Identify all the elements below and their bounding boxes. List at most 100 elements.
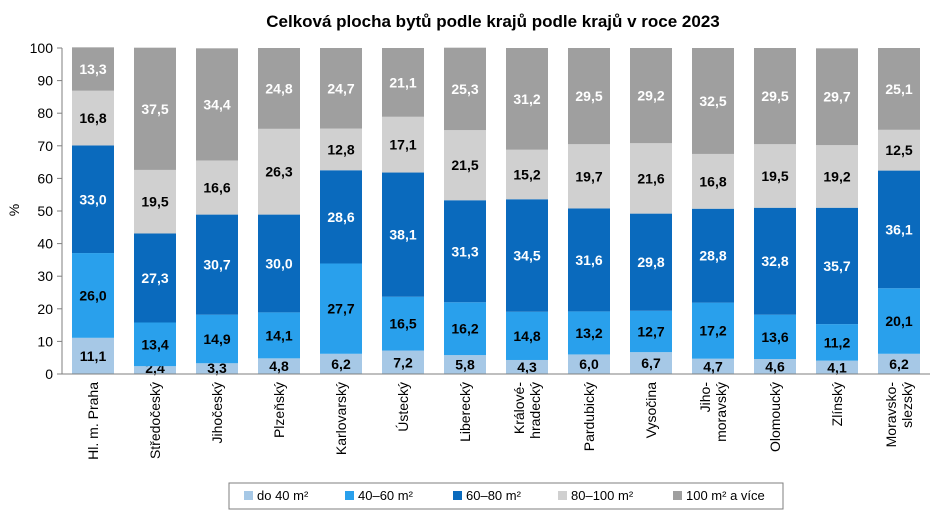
bar-segment: [754, 207, 796, 315]
bar-segment: [568, 48, 610, 145]
data-label: 26,0: [79, 287, 106, 303]
category-label: Moravsko-: [883, 382, 899, 448]
bar-segment: [72, 145, 114, 254]
bar-segment: [506, 199, 548, 312]
data-label: 26,3: [265, 164, 292, 180]
data-label: 34,5: [513, 247, 540, 263]
bar-segment: [754, 314, 796, 360]
data-label: 32,8: [761, 253, 788, 269]
bar-segment: [692, 358, 734, 374]
data-label: 17,1: [389, 137, 416, 153]
data-label: 6,2: [889, 356, 909, 372]
y-tick-label: 100: [30, 40, 54, 56]
category-label: Plzeňský: [271, 382, 287, 438]
bar-segment: [258, 214, 300, 313]
y-tick-label: 80: [37, 105, 53, 121]
bar-segment: [630, 213, 672, 311]
bar-segment: [630, 143, 672, 214]
category-label: Ústecký: [395, 382, 411, 432]
bar-stack: 4,1 11,2 35,7 19,2 29,7: [816, 48, 858, 375]
bar-segment: [816, 207, 858, 325]
chart-title: Celková plocha bytů podle krajů podle kr…: [266, 12, 720, 31]
bar-stack: 11,1 26,0 33,0 16,8 13,3: [72, 47, 114, 374]
data-label: 6,7: [641, 355, 661, 371]
data-label: 17,2: [699, 323, 726, 339]
data-label: 6,2: [331, 356, 351, 372]
legend-swatch: [453, 491, 462, 500]
data-label: 19,5: [141, 194, 168, 210]
bar-segment: [878, 170, 920, 289]
legend-box: [228, 482, 784, 510]
category-label: Karlovarský: [333, 382, 349, 455]
data-label: 4,3: [517, 359, 537, 375]
bar-segment: [196, 160, 238, 215]
data-label: 29,5: [761, 88, 788, 104]
data-label: 21,5: [451, 157, 478, 173]
bar-segment: [196, 48, 238, 161]
category-label: Vysočina: [643, 382, 659, 439]
data-label: 11,1: [80, 348, 107, 364]
bar-segment: [630, 352, 672, 374]
category-label: Hl. m. Praha: [85, 382, 101, 460]
bar-segment: [878, 129, 920, 171]
bar-segment: [320, 353, 362, 374]
bar-segment: [444, 200, 486, 303]
bar-segment: [382, 350, 424, 374]
data-label: 20,1: [885, 313, 912, 329]
legend-item: 100 m² a více: [673, 488, 765, 503]
bar-segment: [320, 263, 362, 354]
y-tick-label: 90: [37, 73, 53, 89]
data-label: 28,6: [327, 209, 354, 225]
x-axis: Hl. m. Praha Středočeský Jihočeský Plzeňský…: [62, 373, 930, 460]
y-tick-label: 70: [37, 138, 53, 154]
legend-swatch: [673, 491, 682, 500]
data-label: 4,6: [765, 359, 785, 375]
bar-segment: [878, 48, 920, 130]
bar-segment: [878, 288, 920, 354]
data-label: 21,6: [637, 170, 664, 186]
data-label: 15,2: [513, 166, 540, 182]
y-axis: 0 10 20 30 40 50 60 70 80 90 100: [30, 40, 63, 382]
bar-segment: [692, 208, 734, 303]
bar-segment: [382, 116, 424, 173]
data-label: 6,0: [579, 356, 599, 372]
data-label: 7,2: [393, 354, 413, 370]
bar-segment: [444, 130, 486, 201]
bars-group: 11,126,033,016,813,32,413,427,319,537,53…: [72, 47, 920, 376]
bar-stack: 6,0 13,2 31,6 19,7 29,5: [568, 48, 610, 374]
category-label: slezský: [899, 382, 915, 428]
bar-segment: [754, 48, 796, 145]
legend-swatch: [244, 491, 253, 500]
bar-segment: [134, 322, 176, 367]
bar-segment: [878, 353, 920, 374]
legend-label: 40–60 m²: [358, 488, 414, 503]
legend-swatch: [345, 491, 354, 500]
data-label: 30,0: [265, 255, 292, 271]
data-label: 28,8: [699, 248, 726, 264]
data-label: 21,1: [389, 74, 416, 90]
category-label: Středočeský: [147, 382, 163, 459]
legend-item: 80–100 m²: [558, 488, 634, 503]
category-label: hradecký: [527, 382, 543, 439]
data-label: 13,2: [575, 325, 602, 341]
data-label: 31,2: [513, 91, 540, 107]
data-label: 31,6: [575, 252, 602, 268]
bar-segment: [568, 144, 610, 209]
data-label: 29,5: [575, 88, 602, 104]
bar-segment: [196, 363, 238, 374]
data-label: 37,5: [141, 101, 168, 117]
bar-stack: 4,8 14,1 30,0 26,3 24,8: [258, 48, 300, 374]
legend-label: do 40 m²: [257, 488, 309, 503]
bar-segment: [816, 48, 858, 146]
bar-segment: [630, 310, 672, 353]
bar-segment: [816, 360, 858, 374]
legend: do 40 m² 40–60 m² 60–80 m² 80–100 m² 100 m² …: [228, 482, 784, 510]
data-label: 11,2: [824, 334, 851, 350]
bar-segment: [258, 128, 300, 215]
bar-segment: [382, 48, 424, 117]
category-label: Králové-: [511, 382, 527, 434]
bar-segment: [72, 253, 114, 338]
bar-stack: 6,2 27,7 28,6 12,8 24,7: [320, 48, 362, 374]
bar-segment: [72, 47, 114, 91]
data-label: 4,7: [703, 358, 723, 374]
